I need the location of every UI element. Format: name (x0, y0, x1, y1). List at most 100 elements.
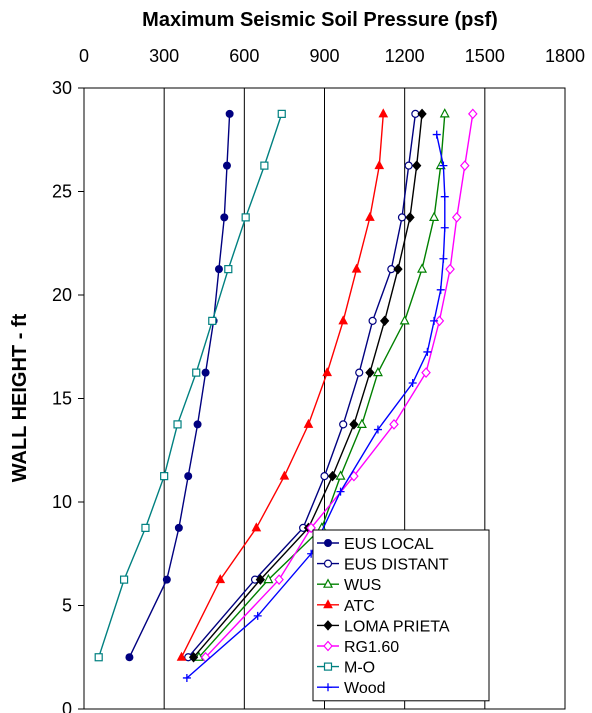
data-point-loma-prieta (379, 315, 390, 327)
data-point-atc (378, 108, 389, 118)
data-point-wus (372, 366, 383, 377)
data-point-rg1-60 (459, 160, 470, 172)
data-point-atc (176, 651, 187, 661)
data-point-wood (432, 130, 441, 139)
x-tick-label: 1200 (385, 46, 425, 66)
data-point-eus-local (162, 575, 171, 584)
data-point-eus-local (220, 213, 229, 222)
series-m-o (94, 109, 286, 662)
data-point-wood (373, 425, 382, 434)
axis-layer: 0 300 600 900 1200 1500 1800 0 5 10 15 20 25 30 (52, 46, 585, 713)
data-point-eus-distant (339, 420, 348, 429)
x-tick-label: 300 (149, 46, 179, 66)
data-point-wood (423, 347, 432, 356)
legend-label-eus-distant: EUS DISTANT (344, 557, 449, 574)
data-point-m-o (208, 316, 217, 325)
legend-label-eus-local: EUS LOCAL (344, 536, 434, 553)
data-point-wood (408, 378, 417, 387)
data-point-loma-prieta (412, 160, 422, 171)
data-point-loma-prieta (405, 212, 415, 223)
legend-marker-wus (323, 578, 333, 588)
data-point-m-o (141, 523, 150, 532)
data-point-eus-local (125, 653, 134, 662)
data-point-m-o (224, 265, 233, 274)
data-point-loma-prieta (188, 651, 199, 663)
series-layer (94, 108, 478, 682)
data-point-m-o (119, 575, 129, 584)
data-point-rg1-60 (445, 263, 455, 275)
data-point-atc (338, 315, 349, 325)
data-point-loma-prieta (393, 263, 403, 275)
y-tick-label: 0 (62, 699, 72, 713)
data-point-atc (215, 574, 226, 584)
data-point-eus-local (214, 265, 223, 274)
series-loma-prieta (188, 108, 427, 663)
data-point-eus-distant (320, 472, 329, 481)
data-point-rg1-60 (389, 418, 399, 430)
legend-label-wood: Wood (344, 680, 386, 697)
data-point-wood (336, 487, 345, 496)
data-point-wood (182, 673, 191, 682)
data-point-atc (251, 522, 262, 532)
data-point-m-o (94, 653, 103, 662)
y-tick-label: 15 (52, 389, 72, 409)
data-point-m-o (277, 109, 286, 118)
legend-label-m-o: M-O (344, 660, 375, 677)
data-point-loma-prieta (365, 367, 375, 378)
data-point-wood (439, 161, 448, 170)
y-tick-label: 5 (62, 596, 72, 616)
data-point-eus-distant (368, 316, 377, 325)
data-point-eus-local (222, 161, 231, 170)
data-point-eus-local (193, 420, 202, 429)
legend-marker-m-o (323, 662, 333, 671)
data-point-m-o (241, 213, 250, 222)
x-tick-label: 1800 (545, 46, 585, 66)
data-point-loma-prieta (255, 574, 266, 585)
data-point-wus (399, 315, 410, 325)
data-point-rg1-60 (468, 108, 478, 120)
data-point-eus-distant (355, 368, 364, 377)
legend: EUS LOCAL EUS DISTANT WUS ATC LOMA PRIETA RG1… (312, 529, 490, 702)
legend-marker-rg1-60 (323, 640, 333, 652)
data-point-wood (436, 285, 445, 294)
data-point-atc (303, 418, 314, 428)
data-point-eus-local (174, 523, 183, 532)
x-tick-label: 0 (79, 46, 89, 66)
series-line-eus-local (128, 113, 231, 658)
y-tick-label: 30 (52, 78, 72, 98)
data-point-rg1-60 (434, 315, 445, 327)
data-point-wus (417, 263, 428, 273)
data-point-loma-prieta (417, 108, 427, 120)
data-point-wood (430, 316, 439, 325)
y-tick-label: 20 (52, 285, 72, 305)
x-tick-label: 900 (309, 46, 339, 66)
data-point-rg1-60 (421, 367, 431, 379)
data-point-wus (263, 573, 274, 584)
data-point-wood (253, 611, 262, 620)
data-point-wus (356, 418, 367, 428)
data-point-wood (440, 223, 449, 232)
data-point-atc (374, 160, 385, 170)
data-point-atc (322, 367, 333, 377)
data-point-rg1-60 (274, 574, 284, 586)
data-point-atc (351, 263, 362, 273)
data-point-wood (439, 254, 448, 263)
data-point-eus-distant (404, 161, 413, 170)
series-eus-distant (184, 109, 420, 662)
legend-label-loma-prieta: LOMA PRIETA (344, 618, 450, 635)
data-point-wus (429, 211, 440, 221)
data-point-wus (439, 108, 450, 118)
chart-title: Maximum Seismic Soil Pressure (psf) (142, 9, 498, 31)
data-point-eus-local (225, 109, 234, 118)
data-point-atc (365, 211, 375, 221)
legend-marker-loma-prieta (323, 620, 333, 631)
data-point-eus-local (201, 368, 210, 377)
legend-marker-wood (324, 683, 332, 692)
legend-label-wus: WUS (344, 577, 381, 594)
legend-marker-eus-distant (323, 559, 333, 568)
data-point-rg1-60 (451, 211, 462, 223)
data-point-wus (335, 470, 346, 480)
legend-box (312, 529, 490, 702)
legend-label-atc: ATC (344, 598, 375, 615)
